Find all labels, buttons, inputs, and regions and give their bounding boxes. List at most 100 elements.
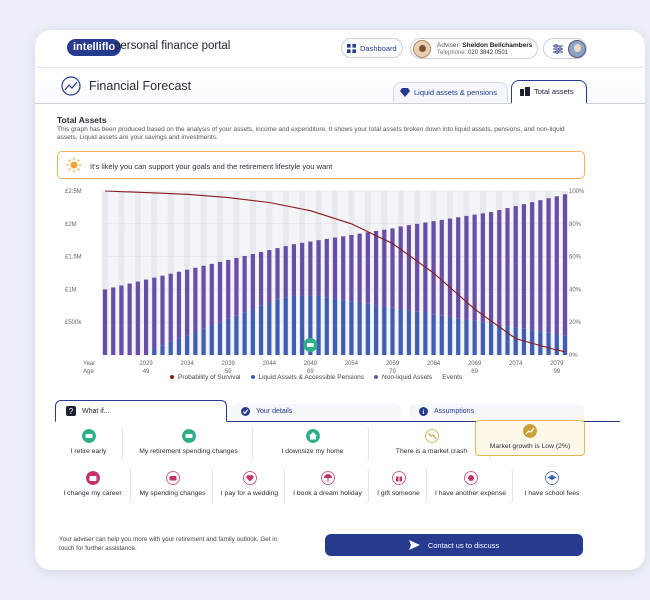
y-left-tick: £500k xyxy=(65,320,82,326)
tab-total-assets[interactable]: Total assets xyxy=(511,80,587,104)
option-gift-someone[interactable]: I gift someone xyxy=(371,468,427,504)
y-right-tick: 20% xyxy=(569,320,582,326)
option-retire-early[interactable]: I retire early xyxy=(55,426,123,462)
option-market-growth-low[interactable]: Market growth is Low (2%) xyxy=(475,420,585,456)
bar-nonliquid xyxy=(431,221,436,315)
diamond-icon xyxy=(400,88,410,97)
graduation-icon xyxy=(545,471,559,485)
chart-legend: Probability of Survival Liquid Assets & … xyxy=(170,374,462,381)
x-tick-year: 2074 xyxy=(509,361,523,367)
bar-liquid xyxy=(530,330,535,355)
bar-nonliquid xyxy=(505,208,510,327)
page-title: Financial Forecast xyxy=(89,79,192,93)
bar-liquid xyxy=(464,319,469,355)
heart-icon xyxy=(242,471,257,485)
bar-nonliquid xyxy=(324,238,329,298)
bar-liquid xyxy=(242,312,247,355)
option-school-fees[interactable]: I have school fees xyxy=(515,468,589,504)
adviser-line: Adviser: Sheldon Bellchambers xyxy=(437,42,533,49)
bar-liquid xyxy=(160,345,165,355)
grid-column xyxy=(118,191,125,355)
telephone-line: Telephone: 020 3842 0501 xyxy=(437,50,509,56)
grid-column xyxy=(151,191,158,355)
bar-nonliquid xyxy=(464,215,469,320)
bar-nonliquid xyxy=(488,211,494,324)
sofa-icon xyxy=(181,429,196,443)
bar-nonliquid xyxy=(373,231,379,306)
x-tick-year: 2079 xyxy=(550,361,564,367)
wallet-icon xyxy=(165,471,180,485)
adviser-pill[interactable]: Adviser: Sheldon Bellchambers Telephone:… xyxy=(410,38,538,59)
bar-liquid xyxy=(341,299,346,355)
bar-nonliquid xyxy=(415,223,420,312)
dashboard-button[interactable]: Dashboard xyxy=(341,38,403,58)
x-tick-year: 2069 xyxy=(468,361,482,367)
bar-liquid xyxy=(423,313,428,355)
bar-nonliquid xyxy=(201,265,206,329)
option-retirement-spending[interactable]: My retirement spending changes xyxy=(125,426,253,462)
bar-liquid xyxy=(513,327,518,355)
gift-icon xyxy=(391,471,406,485)
bar-liquid xyxy=(505,326,510,355)
bar-nonliquid xyxy=(234,257,239,316)
y-left-tick: £1.5M xyxy=(65,255,82,261)
option-spending-changes[interactable]: My spending changes xyxy=(133,468,213,504)
bar-liquid xyxy=(562,335,568,355)
tab-what-if[interactable]: ? What if... xyxy=(55,400,227,422)
bar-nonliquid xyxy=(349,234,354,302)
bar-liquid xyxy=(431,314,436,355)
bar-liquid xyxy=(226,318,231,355)
bar-nonliquid xyxy=(406,225,412,311)
page-header: Financial Forecast Liquid assets & pensi… xyxy=(35,68,645,104)
bar-nonliquid xyxy=(185,269,190,336)
sofa-icon xyxy=(81,429,96,443)
option-dream-holiday[interactable]: I book a dream holiday xyxy=(287,468,369,504)
section-title: Total Assets xyxy=(57,115,107,125)
bar-liquid xyxy=(497,324,502,355)
option-downsize-home[interactable]: I downsize my home xyxy=(257,426,369,462)
user-avatar[interactable] xyxy=(568,40,586,58)
bar-nonliquid xyxy=(143,279,149,355)
bar-liquid xyxy=(546,332,551,355)
bar-liquid xyxy=(217,322,223,355)
x-tick-year: 2039 xyxy=(222,361,236,367)
bar-nonliquid xyxy=(283,246,288,298)
sofa-icon xyxy=(306,343,314,347)
forecast-icon xyxy=(61,76,81,96)
y-right-tick: 60% xyxy=(569,255,582,261)
bar-liquid xyxy=(554,334,559,355)
x-tick-age: 59 xyxy=(225,369,232,375)
bar-liquid xyxy=(349,301,354,355)
buildings-icon xyxy=(520,87,530,96)
sun-icon xyxy=(66,157,82,173)
x-tick-age: 89 xyxy=(471,369,478,375)
bar-liquid xyxy=(201,328,206,355)
bar-liquid xyxy=(176,338,182,355)
option-change-career[interactable]: I change my career xyxy=(55,468,131,504)
bar-nonliquid xyxy=(127,283,132,355)
bar-nonliquid xyxy=(291,244,297,296)
sliders-icon[interactable] xyxy=(552,43,564,55)
bar-nonliquid xyxy=(480,213,485,323)
bar-liquid xyxy=(316,295,321,355)
contact-us-button[interactable]: Contact us to discuss xyxy=(325,534,583,556)
bar-nonliquid xyxy=(341,236,346,300)
tab-assumptions[interactable]: i Assumptions xyxy=(409,404,584,419)
portal-card: intelliflo personal finance portal Dashb… xyxy=(35,30,645,570)
grid-column xyxy=(167,191,174,355)
bar-liquid xyxy=(250,309,255,355)
tab-total-label: Total assets xyxy=(534,87,574,96)
option-pay-wedding[interactable]: I pay for a wedding xyxy=(215,468,285,504)
adviser-name: Sheldon Bellchambers xyxy=(462,42,533,49)
tab-your-details[interactable]: Your details xyxy=(231,404,401,419)
bar-liquid xyxy=(324,297,329,355)
bar-liquid xyxy=(538,331,543,355)
briefcase-icon xyxy=(85,471,100,485)
tab-liquid-assets[interactable]: Liquid assets & pensions xyxy=(393,82,508,102)
user-menu[interactable] xyxy=(543,38,587,59)
option-another-expense[interactable]: I have another expense xyxy=(429,468,513,504)
brand-logo: intelliflo xyxy=(67,39,122,56)
option-market-crash[interactable]: There is a market crash xyxy=(373,426,491,462)
x-tick-age: 69 xyxy=(307,369,314,375)
bar-liquid xyxy=(488,323,494,355)
